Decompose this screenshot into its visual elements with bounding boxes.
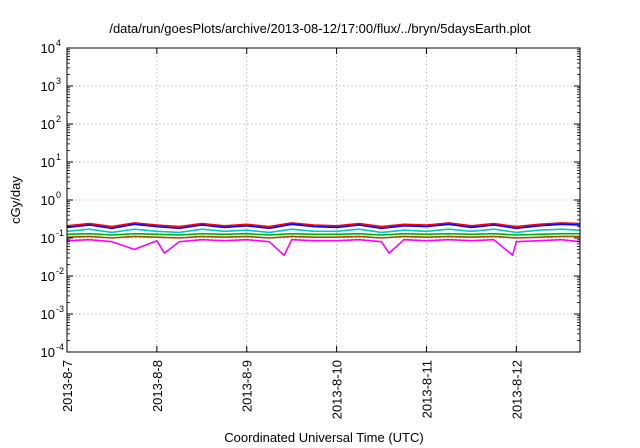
x-tick-label: 2013-8-11 xyxy=(419,360,434,418)
y-tick-label: 10 xyxy=(41,231,55,246)
y-tick-exponent: 0 xyxy=(56,190,61,200)
chart-title: /data/run/goesPlots/archive/2013-08-12/1… xyxy=(109,21,531,36)
y-tick-label: 10 xyxy=(41,193,55,208)
x-tick-label: 2013-8-10 xyxy=(330,360,345,419)
x-tick-label: 2013-8-7 xyxy=(60,360,75,412)
series-line xyxy=(66,232,580,236)
y-tick-exponent: 1 xyxy=(56,152,61,162)
y-tick-label: 10 xyxy=(41,79,55,94)
y-tick-label: 10 xyxy=(41,269,55,284)
y-tick-exponent: 4 xyxy=(56,38,61,48)
y-tick-exponent: -3 xyxy=(56,304,64,314)
series-line xyxy=(66,235,580,239)
y-tick-exponent: -4 xyxy=(56,342,64,352)
y-tick-label: 10 xyxy=(41,117,55,132)
y-tick-label: 10 xyxy=(41,307,55,322)
y-tick-exponent: 2 xyxy=(56,114,61,124)
grid xyxy=(67,48,580,352)
x-tick-label: 2013-8-12 xyxy=(509,360,524,419)
y-tick-label: 10 xyxy=(41,41,55,56)
y-tick-exponent: -2 xyxy=(56,266,64,276)
series-line xyxy=(66,228,581,234)
series-line xyxy=(66,238,581,257)
x-axis-label: Coordinated Universal Time (UTC) xyxy=(224,430,423,445)
y-axis-label: cGy/day xyxy=(8,176,23,224)
series-group xyxy=(66,222,581,257)
y-tick-exponent: -1 xyxy=(56,228,64,238)
x-tick-label: 2013-8-9 xyxy=(240,360,255,412)
x-tick-label: 2013-8-8 xyxy=(150,360,165,412)
x-axis: 2013-8-7 2013-8-8 2013-8-9 2013-8-10 2013-8-… xyxy=(60,48,524,419)
y-tick-exponent: 3 xyxy=(56,76,61,86)
y-tick-label: 10 xyxy=(41,155,55,170)
series-line xyxy=(66,222,581,228)
y-tick-label: 10 xyxy=(41,345,55,360)
series-line xyxy=(66,223,581,230)
